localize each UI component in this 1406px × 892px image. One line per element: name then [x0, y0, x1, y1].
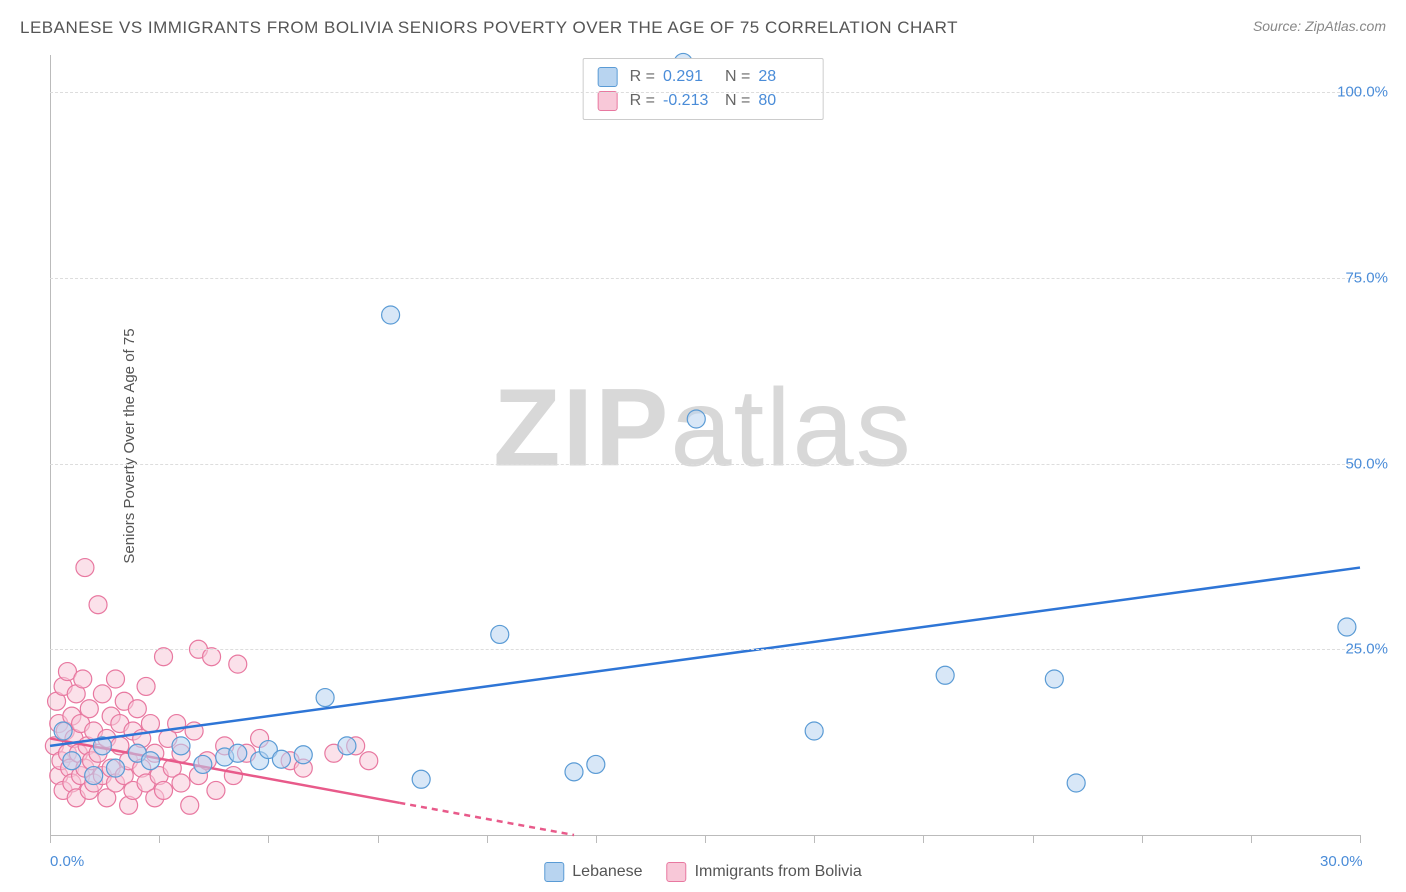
x-tick-label: 0.0%: [50, 853, 84, 870]
scatter-point: [229, 744, 247, 762]
legend-label-lebanese: Lebanese: [572, 863, 642, 881]
swatch-lebanese: [598, 67, 618, 87]
x-tick: [1360, 835, 1361, 843]
scatter-point: [687, 410, 705, 428]
chart-container: LEBANESE VS IMMIGRANTS FROM BOLIVIA SENI…: [0, 0, 1406, 892]
r-value-bolivia: -0.213: [663, 92, 713, 110]
scatter-point: [412, 770, 430, 788]
y-tick-label: 25.0%: [1345, 641, 1388, 658]
swatch-bolivia: [598, 91, 618, 111]
x-tick: [1033, 835, 1034, 843]
n-value-lebanese: 28: [758, 68, 808, 86]
x-tick-label: 30.0%: [1320, 853, 1363, 870]
x-tick: [596, 835, 597, 843]
x-tick: [1142, 835, 1143, 843]
scatter-point: [63, 752, 81, 770]
scatter-point: [172, 774, 190, 792]
legend-label-bolivia: Immigrants from Bolivia: [695, 863, 862, 881]
legend-item-bolivia: Immigrants from Bolivia: [667, 862, 862, 882]
gridline-h: [50, 92, 1360, 93]
r-label: R =: [630, 92, 655, 110]
scatter-point: [360, 752, 378, 770]
scatter-point: [54, 722, 72, 740]
scatter-point: [155, 648, 173, 666]
scatter-point: [338, 737, 356, 755]
x-tick: [487, 835, 488, 843]
r-value-lebanese: 0.291: [663, 68, 713, 86]
source-attribution: Source: ZipAtlas.com: [1253, 18, 1386, 34]
scatter-point: [203, 648, 221, 666]
scatter-point: [107, 759, 125, 777]
scatter-point: [1067, 774, 1085, 792]
scatter-point: [85, 767, 103, 785]
scatter-point: [382, 306, 400, 324]
bottom-legend: Lebanese Immigrants from Bolivia: [544, 862, 861, 882]
y-tick-label: 100.0%: [1337, 84, 1388, 101]
x-tick: [159, 835, 160, 843]
x-tick: [50, 835, 51, 843]
n-label: N =: [725, 92, 750, 110]
scatter-point: [491, 625, 509, 643]
gridline-h: [50, 649, 1360, 650]
x-tick: [814, 835, 815, 843]
scatter-point: [587, 755, 605, 773]
chart-title: LEBANESE VS IMMIGRANTS FROM BOLIVIA SENI…: [20, 18, 958, 38]
scatter-point: [128, 700, 146, 718]
x-tick: [1251, 835, 1252, 843]
scatter-point: [229, 655, 247, 673]
scatter-point: [936, 666, 954, 684]
scatter-point: [93, 685, 111, 703]
scatter-point: [155, 781, 173, 799]
scatter-point: [181, 796, 199, 814]
scatter-point: [565, 763, 583, 781]
plot-svg: [50, 55, 1360, 835]
scatter-point: [137, 677, 155, 695]
scatter-point: [76, 559, 94, 577]
scatter-point: [207, 781, 225, 799]
scatter-point: [316, 689, 334, 707]
x-tick: [923, 835, 924, 843]
n-value-bolivia: 80: [758, 92, 808, 110]
y-tick-label: 50.0%: [1345, 455, 1388, 472]
scatter-point: [272, 750, 290, 768]
x-tick: [705, 835, 706, 843]
scatter-point: [107, 670, 125, 688]
legend-swatch-lebanese: [544, 862, 564, 882]
scatter-point: [172, 737, 190, 755]
gridline-h: [50, 278, 1360, 279]
trendline-dashed: [399, 803, 574, 835]
stats-row-lebanese: R = 0.291 N = 28: [598, 65, 809, 89]
scatter-point: [74, 670, 92, 688]
scatter-point: [224, 767, 242, 785]
n-label: N =: [725, 68, 750, 86]
scatter-point: [1045, 670, 1063, 688]
gridline-h: [50, 464, 1360, 465]
y-tick-label: 75.0%: [1345, 269, 1388, 286]
x-tick: [268, 835, 269, 843]
scatter-point: [89, 596, 107, 614]
scatter-point: [141, 715, 159, 733]
legend-item-lebanese: Lebanese: [544, 862, 642, 882]
r-label: R =: [630, 68, 655, 86]
legend-swatch-bolivia: [667, 862, 687, 882]
scatter-point: [805, 722, 823, 740]
scatter-point: [80, 700, 98, 718]
trendline-solid: [50, 568, 1360, 746]
scatter-point: [294, 746, 312, 764]
scatter-point: [194, 755, 212, 773]
scatter-point: [141, 752, 159, 770]
stats-legend: R = 0.291 N = 28 R = -0.213 N = 80: [583, 58, 824, 120]
x-tick: [378, 835, 379, 843]
scatter-point: [1338, 618, 1356, 636]
